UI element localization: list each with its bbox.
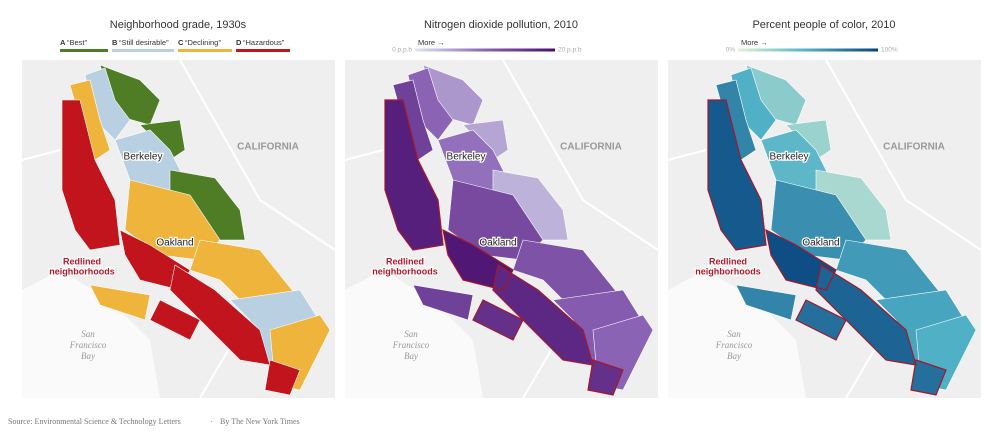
separator: · bbox=[210, 417, 213, 426]
legend-swatch bbox=[112, 49, 174, 52]
bay-label: San bbox=[404, 329, 418, 339]
source: Source: Environmental Science & Technolo… bbox=[8, 417, 181, 426]
bay-label: San bbox=[81, 329, 95, 339]
panel-title: Percent people of color, 2010 bbox=[752, 19, 895, 31]
bay-water bbox=[22, 270, 160, 398]
state-label: CALIFORNIA bbox=[560, 142, 622, 153]
redlined-label: neighborhoods bbox=[49, 266, 115, 276]
legend-min: 0% bbox=[726, 47, 736, 54]
city-label: Oakland bbox=[156, 238, 193, 249]
bay-label: Francisco bbox=[69, 340, 107, 350]
neighborhood bbox=[412, 284, 474, 321]
legend-ramp bbox=[415, 48, 555, 52]
legend-swatch bbox=[60, 49, 108, 52]
map-panel: Neighborhood grade, 1930s CALIFORNIA Berke… bbox=[21, 19, 336, 399]
redlined-label: Redlined bbox=[63, 256, 101, 266]
bay-label: San bbox=[727, 329, 741, 339]
panel-title: Neighborhood grade, 1930s bbox=[110, 19, 247, 31]
legend-swatch bbox=[236, 49, 290, 52]
city-label: Oakland bbox=[479, 238, 516, 249]
legend-label: “Hazardous” bbox=[243, 38, 285, 47]
city-label: Oakland bbox=[802, 238, 839, 249]
panel-title: Nitrogen dioxide pollution, 2010 bbox=[424, 19, 578, 31]
redlined-outline bbox=[492, 264, 594, 366]
neighborhood bbox=[735, 284, 797, 321]
legend-swatch bbox=[178, 49, 232, 52]
map-panel: Nitrogen dioxide pollution, 2010 CALIFORN… bbox=[344, 19, 659, 399]
legend-ramp bbox=[738, 48, 878, 52]
redlined-label: Redlined bbox=[386, 256, 424, 266]
state-label: CALIFORNIA bbox=[883, 142, 945, 153]
redlined-outline bbox=[795, 299, 847, 341]
bay-label: Bay bbox=[727, 351, 741, 361]
neighborhood bbox=[169, 264, 271, 366]
city-label: Berkeley bbox=[770, 152, 809, 163]
state-label: CALIFORNIA bbox=[237, 142, 299, 153]
neighborhood bbox=[264, 359, 301, 396]
redlined-outline bbox=[910, 359, 947, 396]
city-label: Berkeley bbox=[447, 152, 486, 163]
redlined-outline bbox=[707, 99, 767, 251]
byline: By The New York Times bbox=[220, 417, 300, 426]
legend-letter: C bbox=[178, 38, 184, 47]
map-panel: Percent people of color, 2010 CALIFORNIA B… bbox=[667, 19, 982, 399]
redlined-label: neighborhoods bbox=[372, 266, 438, 276]
neighborhood bbox=[89, 284, 151, 321]
bay-label: Francisco bbox=[715, 340, 753, 350]
redlined-outline bbox=[815, 264, 917, 366]
city-label: Berkeley bbox=[124, 152, 163, 163]
bay-label: Bay bbox=[404, 351, 418, 361]
legend-letter: D bbox=[236, 38, 242, 47]
bay-label: Francisco bbox=[392, 340, 430, 350]
legend-label: “Still desirable” bbox=[119, 38, 169, 47]
redlined-outline bbox=[472, 299, 524, 341]
redlined-label: neighborhoods bbox=[695, 266, 761, 276]
redlined-label: Redlined bbox=[709, 256, 747, 266]
legend-min: 0 p.p.b bbox=[392, 47, 412, 54]
redlined-outline bbox=[384, 99, 444, 251]
bay-water bbox=[668, 270, 806, 398]
legend-label: “Best” bbox=[67, 38, 88, 47]
legend-more: More → bbox=[418, 38, 445, 47]
neighborhood bbox=[149, 299, 201, 341]
legend-max: 100% bbox=[881, 47, 898, 54]
redlined-outline bbox=[442, 228, 514, 291]
redlined-outline bbox=[587, 359, 624, 396]
bay-label: Bay bbox=[81, 351, 95, 361]
legend-letter: A bbox=[60, 38, 66, 47]
neighborhood bbox=[61, 99, 121, 251]
legend-label: “Declining” bbox=[185, 38, 221, 47]
redlined-outline bbox=[765, 228, 837, 291]
legend-letter: B bbox=[112, 38, 118, 47]
bay-water bbox=[345, 270, 483, 398]
legend-more: More → bbox=[741, 38, 768, 47]
legend-max: 20 p.p.b bbox=[558, 47, 582, 54]
